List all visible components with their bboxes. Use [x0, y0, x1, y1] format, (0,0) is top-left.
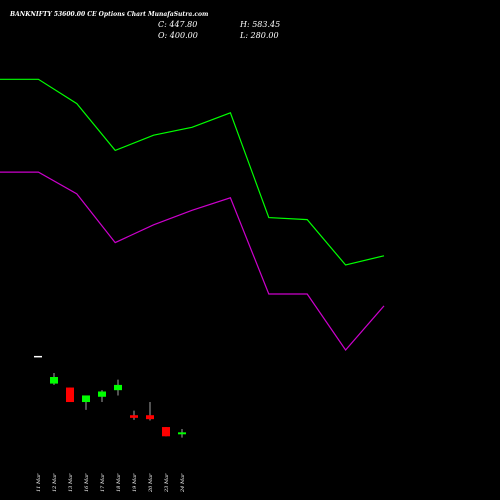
- candle-19-mar: [130, 410, 138, 420]
- lower-line: [0, 171, 385, 351]
- candle-body: [82, 395, 90, 403]
- date-label: 20 Mar: [148, 473, 154, 493]
- date-label: 13 Mar: [68, 473, 74, 492]
- candle-body: [66, 387, 74, 403]
- chart-title: BANKNIFTY 53600.00 CE Options Chart Muna…: [9, 11, 208, 18]
- candle-body: [146, 415, 154, 420]
- date-label: 18 Mar: [116, 473, 122, 492]
- date-label: 11 Mar: [36, 473, 42, 492]
- high-value: H: 583.45: [239, 20, 280, 29]
- close-value: C: 447.80: [158, 20, 197, 29]
- date-label: 23 Mar: [164, 473, 170, 493]
- date-label: 17 Mar: [100, 473, 106, 492]
- candle-body: [114, 384, 122, 391]
- date-label: 12 Mar: [52, 473, 58, 492]
- date-axis: 11 Mar 12 Mar 13 Mar 16 Mar 17 Mar 18 Mar 19 M…: [36, 473, 186, 493]
- candle-24-mar: [178, 429, 186, 438]
- indicator-lines: [0, 78, 385, 351]
- candle-body: [162, 427, 170, 437]
- candle-12-mar: [50, 373, 58, 385]
- date-label: 19 Mar: [132, 473, 138, 492]
- candle-13-mar: [66, 387, 74, 403]
- candle-17-mar: [98, 390, 106, 403]
- candle-body: [34, 355, 42, 358]
- date-label: 16 Mar: [84, 473, 90, 492]
- candle-16-mar: [82, 395, 90, 410]
- candle-18-mar: [114, 379, 122, 396]
- low-value: L: 280.00: [239, 31, 279, 40]
- candles: [34, 355, 186, 438]
- candle-20-mar: [146, 402, 154, 421]
- date-label: 24 Mar: [180, 473, 186, 493]
- candle-body: [98, 391, 106, 397]
- candle-body: [178, 432, 186, 435]
- candle-11-mar: [34, 355, 42, 358]
- open-value: O: 400.00: [158, 31, 198, 40]
- candle-body: [130, 415, 138, 418]
- upper-line: [0, 78, 385, 266]
- candle-23-mar: [162, 427, 170, 437]
- candle-body: [50, 377, 58, 384]
